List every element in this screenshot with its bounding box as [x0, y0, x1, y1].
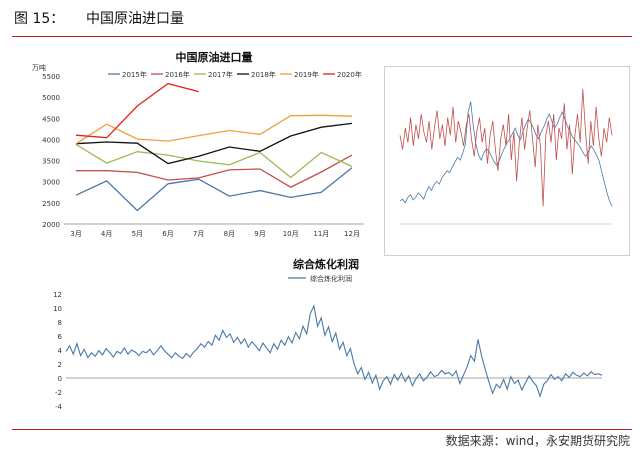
chart1-legend-label: 2020年 — [337, 70, 362, 79]
chart3-y-tick: -2 — [55, 389, 62, 397]
chart1-x-tick: 8月 — [224, 230, 235, 238]
chart1-x-tick: 12月 — [344, 230, 360, 238]
chart1-series-line — [75, 82, 199, 139]
chart1-x-tick: 4月 — [101, 230, 112, 238]
chart1-series-line — [76, 154, 353, 188]
chart1-series-line — [75, 122, 353, 165]
header-rule — [12, 36, 632, 37]
chart1-y-tick: 5000 — [42, 94, 60, 102]
chart3-y-tick: -4 — [55, 403, 63, 411]
chart3-y-tick: 10 — [53, 305, 62, 313]
chart1-legend-label: 2015年 — [122, 70, 147, 79]
chart1-y-tick: 2500 — [42, 200, 60, 208]
chart3-y-tick: 8 — [58, 319, 62, 327]
chart1-x-tick: 10月 — [283, 230, 299, 238]
chart3-legend-label: 综合炼化利润 — [310, 274, 352, 283]
chart3-y-tick: 4 — [58, 347, 63, 355]
figure-title: 中国原油进口量 — [86, 11, 184, 27]
chart1-y-tick: 4500 — [42, 115, 60, 123]
chart1-y-tick: 3000 — [42, 179, 60, 187]
chart1-legend-label: 2019年 — [294, 70, 319, 79]
footer-rule — [12, 429, 632, 430]
chart1-y-tick: 3500 — [42, 158, 60, 166]
chart1-legend-label: 2018年 — [251, 70, 276, 79]
chart3-y-tick: 2 — [58, 361, 62, 369]
chart3-y-tick: 6 — [58, 333, 63, 341]
chart1-series-line — [75, 114, 353, 145]
chart1-legend-label: 2016年 — [165, 70, 190, 79]
chart1-x-tick: 11月 — [313, 230, 329, 238]
source-note: 数据来源：wind，永安期货研究院 — [445, 434, 630, 448]
chart1-x-tick: 7月 — [193, 230, 204, 238]
chart3-series-line — [65, 304, 603, 398]
chart1-y-unit: 万吨 — [32, 63, 46, 72]
chart1-x-tick: 3月 — [70, 230, 81, 238]
chart3-title: 综合炼化利润 — [293, 257, 359, 271]
chart3-y-tick: 0 — [58, 375, 62, 383]
chart1-legend-label: 2017年 — [208, 70, 233, 79]
dual-axis-chart-frame — [384, 66, 630, 256]
dual-axis-chart — [399, 89, 613, 225]
chart1-y-tick: 2000 — [42, 221, 60, 229]
chart2-series-line — [399, 89, 613, 207]
chart1-y-tick: 4000 — [42, 136, 60, 144]
chart1-series-line — [75, 143, 353, 179]
chart3-y-tick: 12 — [53, 291, 62, 299]
figure-header: 图 15： 中国原油进口量 — [0, 0, 644, 36]
chart1-x-tick: 5月 — [132, 230, 143, 238]
chart1-series-line — [75, 167, 353, 212]
figure-number: 图 15： — [14, 11, 65, 27]
chart2-series-line — [399, 101, 613, 207]
chart1-title: 中国原油进口量 — [176, 50, 253, 64]
chart1-x-tick: 9月 — [254, 230, 265, 238]
chart1-x-tick: 6月 — [162, 230, 173, 238]
chart1-y-tick: 5500 — [42, 73, 60, 81]
